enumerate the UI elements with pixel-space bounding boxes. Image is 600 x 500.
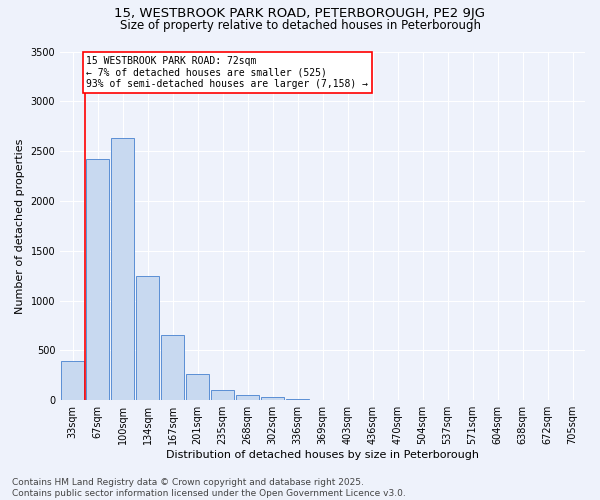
Bar	[262, 397, 284, 400]
X-axis label: Distribution of detached houses by size in Peterborough: Distribution of detached houses by size …	[166, 450, 479, 460]
Y-axis label: Number of detached properties: Number of detached properties	[15, 138, 25, 314]
Bar	[61, 362, 84, 400]
Bar	[86, 159, 109, 400]
Bar	[136, 276, 159, 400]
Bar	[236, 394, 259, 400]
Text: Contains HM Land Registry data © Crown copyright and database right 2025.
Contai: Contains HM Land Registry data © Crown c…	[12, 478, 406, 498]
Text: Size of property relative to detached houses in Peterborough: Size of property relative to detached ho…	[119, 18, 481, 32]
Bar	[187, 374, 209, 400]
Text: 15, WESTBROOK PARK ROAD, PETERBOROUGH, PE2 9JG: 15, WESTBROOK PARK ROAD, PETERBOROUGH, P…	[115, 8, 485, 20]
Bar	[112, 138, 134, 400]
Bar	[161, 336, 184, 400]
Bar	[211, 390, 234, 400]
Text: 15 WESTBROOK PARK ROAD: 72sqm
← 7% of detached houses are smaller (525)
93% of s: 15 WESTBROOK PARK ROAD: 72sqm ← 7% of de…	[86, 56, 368, 89]
Bar	[286, 398, 309, 400]
